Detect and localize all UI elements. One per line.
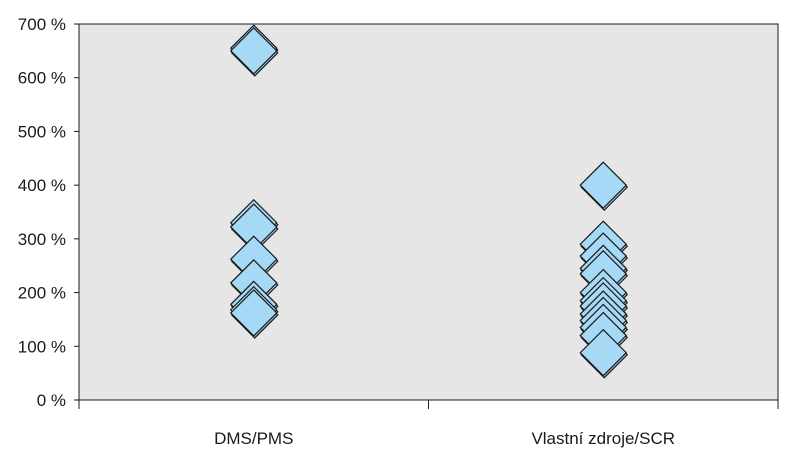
data-point: [229, 289, 278, 337]
y-tick-label: 700 %: [18, 15, 66, 34]
y-tick-label: 600 %: [18, 69, 66, 88]
data-point: [229, 27, 278, 75]
y-tick-label: 400 %: [18, 176, 66, 195]
x-axis: DMS/PMS Vlastní zdroje/SCR: [78, 400, 779, 448]
x-category-label: Vlastní zdroje/SCR: [531, 429, 675, 448]
data-points: [229, 24, 629, 379]
data-point: [579, 161, 628, 209]
y-tick-label: 200 %: [18, 284, 66, 303]
x-category-label: DMS/PMS: [214, 429, 293, 448]
plot-area: [78, 23, 779, 401]
y-tick-label: 500 %: [18, 122, 66, 141]
y-tick-label: 100 %: [18, 337, 66, 356]
y-tick-label: 300 %: [18, 230, 66, 249]
y-axis: 0 % 100 % 200 % 300 % 400 % 500 % 600 % 700 %: [18, 15, 79, 410]
data-point: [579, 328, 628, 377]
y-tick-label: 0 %: [37, 391, 66, 410]
